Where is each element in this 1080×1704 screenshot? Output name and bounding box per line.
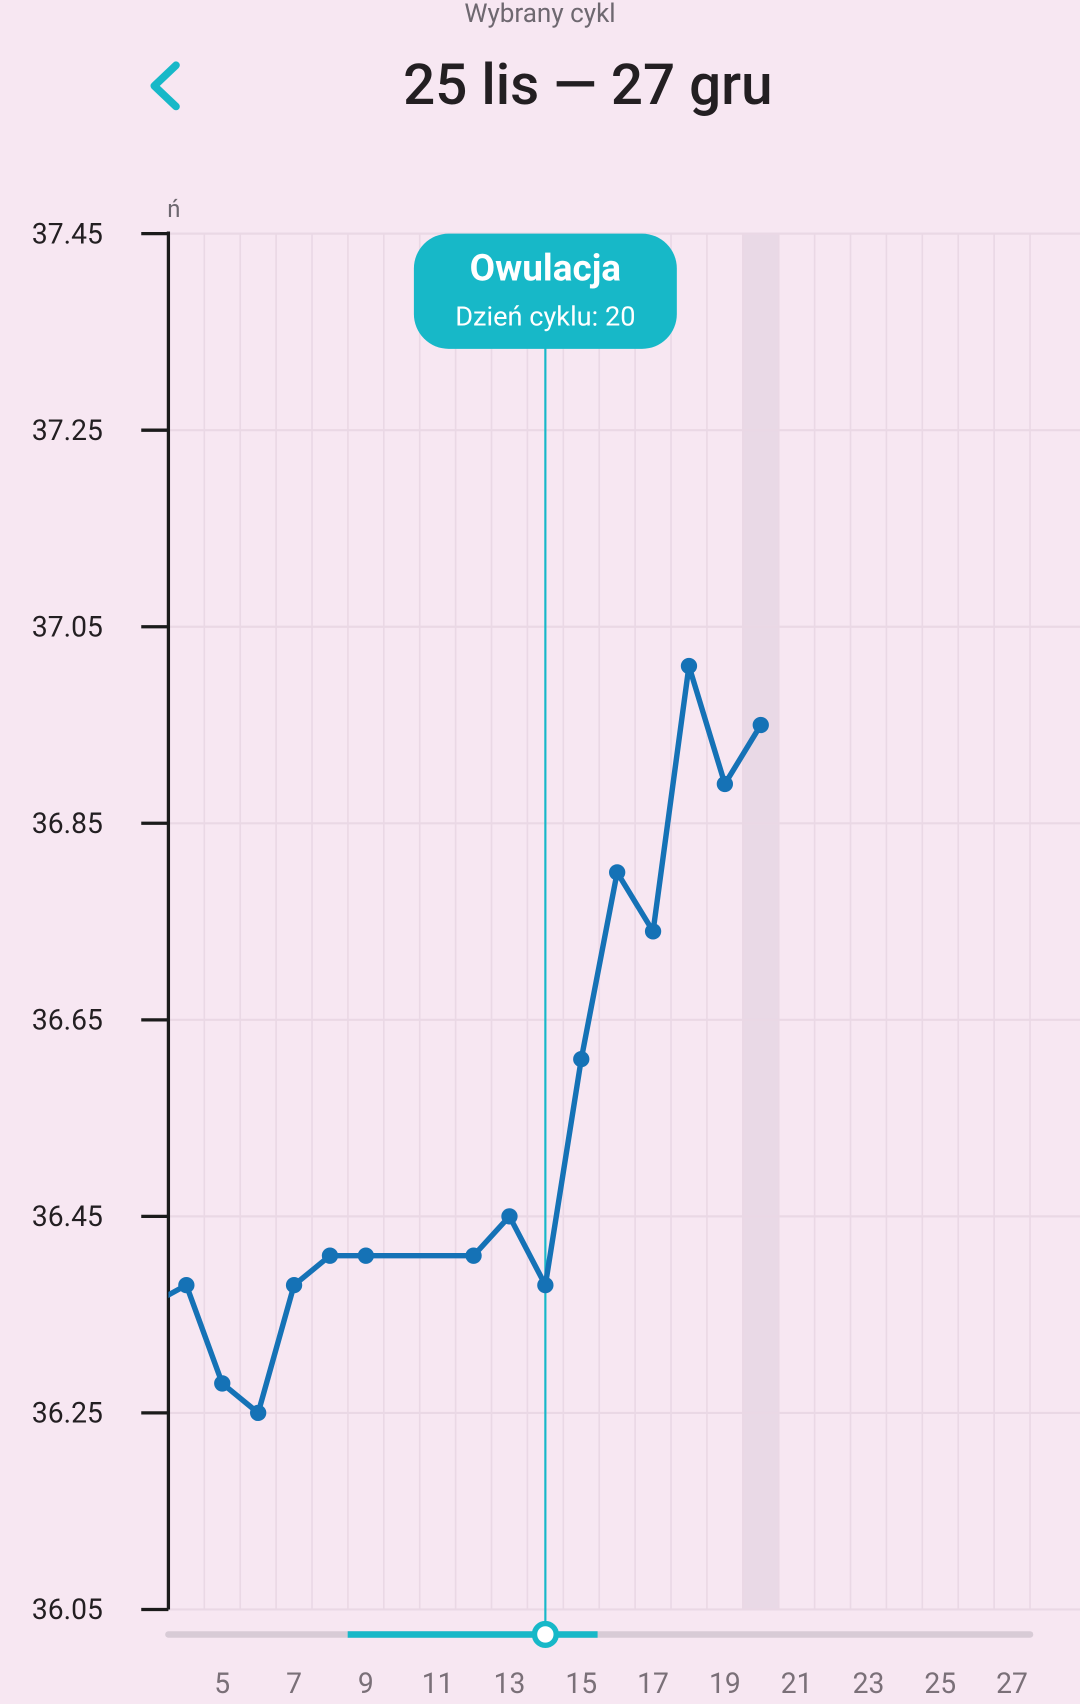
data-point	[178, 1277, 195, 1294]
scroll-handle[interactable]	[531, 1620, 559, 1649]
data-point	[214, 1375, 231, 1392]
title: 25 lis — 27 gru	[403, 52, 772, 118]
highlight-column	[742, 233, 779, 1610]
axis-fragment: ń	[167, 195, 180, 223]
y-tick-label: 37.05	[32, 610, 103, 643]
data-point	[501, 1208, 518, 1225]
x-tick-label: 19	[709, 1667, 741, 1700]
y-tick-label: 36.45	[32, 1200, 103, 1233]
data-line	[168, 663, 764, 1416]
x-tick-label: 9	[358, 1667, 374, 1700]
data-point	[357, 1247, 375, 1264]
x-tick-label: 5	[214, 1667, 230, 1700]
x-tick-label: 15	[565, 1667, 597, 1700]
x-tick-label: 7	[286, 1667, 302, 1700]
data-point	[321, 1247, 339, 1264]
data-point	[285, 1277, 303, 1294]
y-tick-label: 36.05	[32, 1593, 103, 1626]
x-tick-label: 21	[781, 1667, 813, 1700]
y-tick-label: 36.85	[32, 807, 103, 840]
x-tick-label: 23	[853, 1667, 885, 1700]
x-tick-label: 25	[924, 1667, 956, 1700]
y-tick-label: 37.45	[32, 217, 103, 250]
data-point	[644, 923, 662, 940]
back-button[interactable]	[150, 61, 180, 111]
y-tick-label: 36.65	[32, 1003, 103, 1036]
data-point	[609, 864, 626, 881]
subtitle: Wybrany cykl	[464, 0, 615, 29]
y-tick-label: 36.25	[32, 1397, 103, 1430]
annotation-title: Owulacja	[470, 247, 621, 290]
x-tick-label: 13	[494, 1667, 526, 1700]
x-tick-label: 11	[422, 1667, 454, 1700]
data-point	[250, 1404, 267, 1422]
x-tick-label: 17	[637, 1667, 669, 1700]
data-point	[142, 1297, 158, 1313]
y-tick-label: 37.25	[32, 414, 103, 447]
data-point	[573, 1050, 590, 1068]
data-point	[716, 775, 734, 793]
x-tick-label: 27	[996, 1667, 1028, 1700]
data-point	[752, 716, 769, 734]
plot-area	[142, 657, 769, 1422]
data-point	[680, 657, 698, 675]
data-point	[465, 1247, 482, 1264]
data-point	[537, 1277, 554, 1294]
annotation-text: Dzień cyklu: 20	[455, 301, 635, 333]
annotation-bubble	[413, 233, 677, 349]
